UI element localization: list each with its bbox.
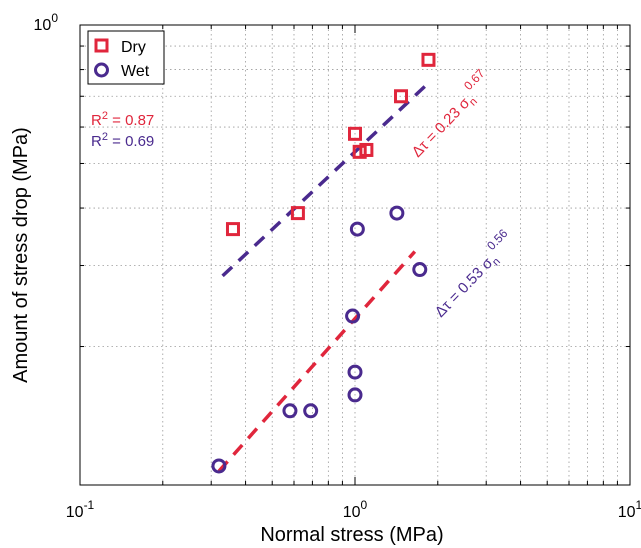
y-tick-label-base: 10 (34, 17, 52, 34)
r2-dry: R2 = 0.87 (91, 110, 154, 129)
fit-line-wet (221, 84, 427, 278)
x-tick-label: 101 (618, 498, 641, 521)
wet-point-marker (412, 262, 428, 278)
dry-point-marker (359, 142, 374, 157)
dry-point-marker (225, 222, 240, 237)
x-tick-label-base: 10 (66, 504, 84, 521)
dry-point-marker (348, 126, 362, 141)
wet-point-marker (211, 458, 227, 474)
legend-dry-label: Dry (121, 39, 146, 56)
y-axis-title: Amount of stress drop (MPa) (10, 127, 32, 383)
wet-point-marker (349, 221, 365, 237)
legend-dry-marker (94, 38, 109, 53)
x-tick-label-exp: 1 (636, 498, 641, 512)
legend-wet-label: Wet (121, 63, 150, 80)
y-tick-label: 100 (34, 11, 59, 34)
x-axis-title: Normal stress (MPa) (260, 524, 443, 546)
wet-point-marker (282, 403, 298, 419)
dry-point-marker (290, 206, 305, 221)
fit-lines (217, 84, 427, 473)
wet-point-marker (347, 364, 363, 380)
dry-point-marker (421, 52, 436, 67)
r2-annotations: R2 = 0.87 R2 = 0.69 (91, 110, 154, 150)
wet-point-marker (347, 387, 363, 403)
x-tick-label: 100 (343, 498, 368, 521)
r2-wet: R2 = 0.69 (91, 131, 154, 150)
x-tick-label: 10-1 (66, 498, 95, 521)
y-tick-label-exp: 0 (51, 11, 58, 25)
x-tick-label-base: 10 (618, 504, 636, 521)
wet-point-marker (345, 308, 361, 324)
x-tick-label-base: 10 (343, 504, 361, 521)
axis-ticks (80, 25, 630, 485)
x-tick-label-exp: 0 (361, 498, 368, 512)
wet-point-marker (303, 403, 319, 419)
legend-wet-marker (94, 62, 109, 78)
x-tick-label-exp: -1 (84, 498, 95, 512)
data-markers (211, 52, 436, 474)
fit-line-dry (217, 250, 417, 473)
dry-point-marker (394, 89, 409, 104)
legend: Dry Wet (87, 30, 165, 85)
wet-point-marker (389, 205, 405, 221)
